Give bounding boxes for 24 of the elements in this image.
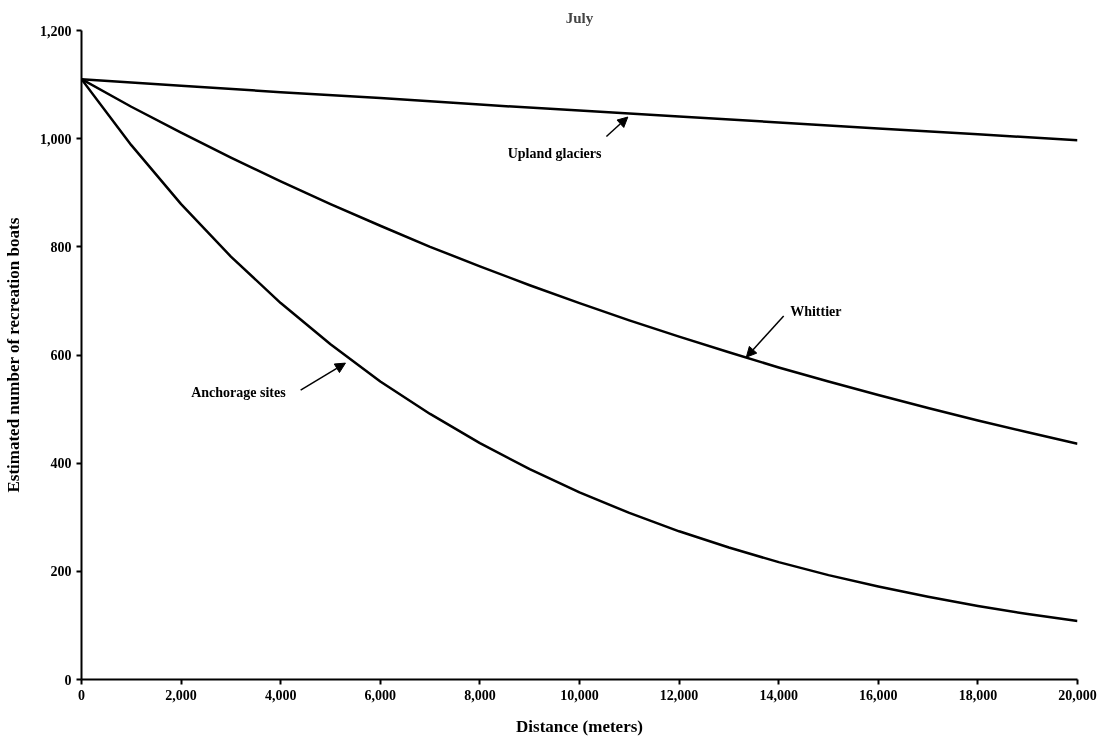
y-tick-label: 600 [50, 348, 72, 363]
x-tick-label: 2,000 [165, 687, 197, 703]
x-tick-label: 20,000 [1058, 687, 1097, 703]
x-tick-label: 6,000 [364, 687, 397, 703]
x-tick-label: 10,000 [560, 687, 599, 703]
y-axis-title: Estimated number of recreation boats [4, 217, 23, 493]
y-tick-label: 1,200 [40, 23, 72, 39]
x-tick-label: 4,000 [264, 687, 297, 703]
x-tick-label: 14,000 [759, 687, 798, 703]
y-tick-label: 1,000 [40, 131, 72, 147]
x-axis-title: Distance (meters) [516, 716, 643, 736]
x-tick-label: 12,000 [659, 687, 699, 703]
annotation: Whittier [790, 304, 842, 320]
x-tick-label: 8,000 [464, 687, 496, 703]
annotation: Anchorage sites [191, 385, 287, 401]
y-tick-label: 400 [50, 456, 72, 472]
x-tick-label: 18,000 [958, 687, 998, 703]
x-tick-label: 16,000 [859, 687, 898, 703]
chart-title: July [565, 9, 594, 26]
y-tick-label: 200 [50, 564, 72, 580]
y-tick-label: 800 [50, 239, 72, 255]
x-tick-label: 0 [78, 687, 85, 703]
annotation: Upland glaciers [507, 146, 602, 162]
y-tick-label: 0 [64, 672, 72, 688]
